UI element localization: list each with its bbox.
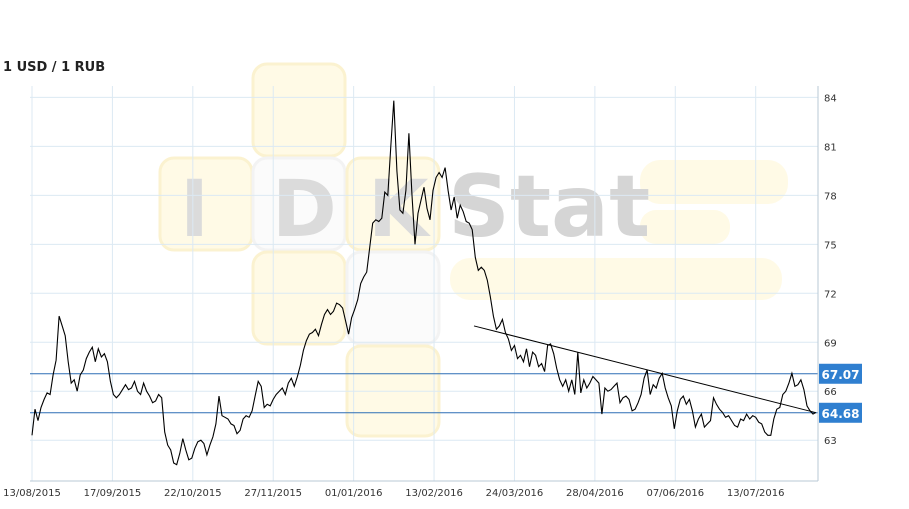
y-tick-label: 72 (824, 289, 837, 300)
x-tick-label: 07/06/2016 (646, 488, 704, 499)
price-marker-label: 64.68 (822, 407, 860, 421)
x-tick-label: 01/01/2016 (325, 488, 383, 499)
idkstat-watermark-logo: I D K Stat (158, 62, 788, 438)
x-tick-label: 24/03/2016 (486, 488, 544, 499)
y-tick-label: 75 (824, 240, 837, 251)
y-tick-label: 81 (824, 142, 837, 153)
y-tick-label: 66 (824, 387, 837, 398)
y-tick-label: 78 (824, 191, 837, 202)
x-tick-label: 22/10/2015 (164, 488, 222, 499)
y-tick-label: 63 (824, 436, 837, 447)
price-marker-badge: 64.68 (819, 402, 862, 423)
price-marker-badge: 67.07 (819, 363, 862, 384)
price-marker-badge-bg (819, 363, 862, 384)
x-tick-label: 13/02/2016 (405, 488, 463, 499)
y-tick-label: 84 (824, 93, 837, 104)
series-line (31, 100, 817, 466)
svg-text:Stat: Stat (448, 157, 650, 257)
x-tick-label: 27/11/2015 (244, 488, 302, 499)
x-tick-label: 13/07/2016 (727, 488, 785, 499)
x-tick-label: 28/04/2016 (566, 488, 624, 499)
trend-line (473, 325, 816, 413)
x-tick-label: 13/08/2015 (3, 488, 61, 499)
x-tick-label: 17/09/2015 (84, 488, 142, 499)
svg-text:I: I (180, 165, 209, 255)
svg-text:D: D (272, 165, 337, 255)
chart-title: 1 USD / 1 RUB (3, 60, 106, 75)
price-marker-badge-bg (819, 402, 862, 423)
price-marker-label: 67.07 (822, 368, 860, 382)
y-tick-label: 69 (824, 338, 837, 349)
